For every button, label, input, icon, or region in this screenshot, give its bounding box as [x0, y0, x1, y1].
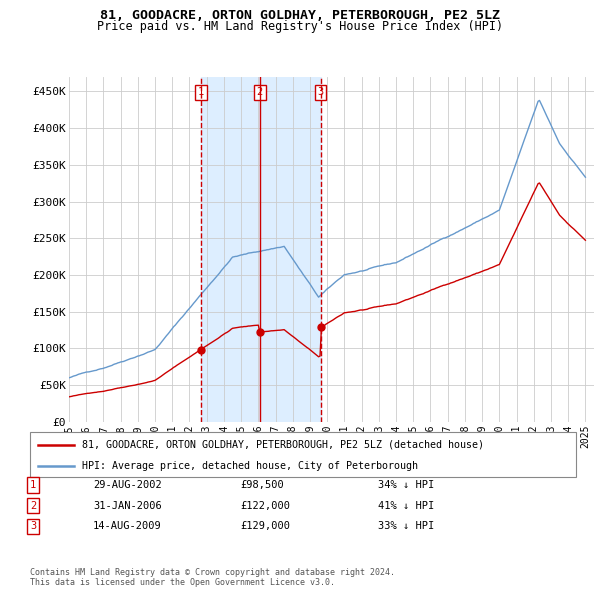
Text: 34% ↓ HPI: 34% ↓ HPI [378, 480, 434, 490]
Text: 81, GOODACRE, ORTON GOLDHAY, PETERBOROUGH, PE2 5LZ: 81, GOODACRE, ORTON GOLDHAY, PETERBOROUG… [100, 9, 500, 22]
Text: £98,500: £98,500 [240, 480, 284, 490]
Text: 33% ↓ HPI: 33% ↓ HPI [378, 522, 434, 531]
Text: 31-JAN-2006: 31-JAN-2006 [93, 501, 162, 510]
Text: 81, GOODACRE, ORTON GOLDHAY, PETERBOROUGH, PE2 5LZ (detached house): 81, GOODACRE, ORTON GOLDHAY, PETERBOROUG… [82, 440, 484, 450]
FancyBboxPatch shape [30, 432, 576, 477]
Text: 2: 2 [257, 87, 263, 97]
Text: Price paid vs. HM Land Registry's House Price Index (HPI): Price paid vs. HM Land Registry's House … [97, 20, 503, 33]
Text: 2: 2 [30, 501, 36, 510]
Text: Contains HM Land Registry data © Crown copyright and database right 2024.
This d: Contains HM Land Registry data © Crown c… [30, 568, 395, 587]
Text: £122,000: £122,000 [240, 501, 290, 510]
Text: 14-AUG-2009: 14-AUG-2009 [93, 522, 162, 531]
Text: 1: 1 [198, 87, 204, 97]
Text: 3: 3 [30, 522, 36, 531]
Text: 1: 1 [30, 480, 36, 490]
Text: 41% ↓ HPI: 41% ↓ HPI [378, 501, 434, 510]
Text: £129,000: £129,000 [240, 522, 290, 531]
Text: 3: 3 [317, 87, 324, 97]
Bar [201, 77, 320, 422]
Text: 29-AUG-2002: 29-AUG-2002 [93, 480, 162, 490]
Text: HPI: Average price, detached house, City of Peterborough: HPI: Average price, detached house, City… [82, 461, 418, 471]
